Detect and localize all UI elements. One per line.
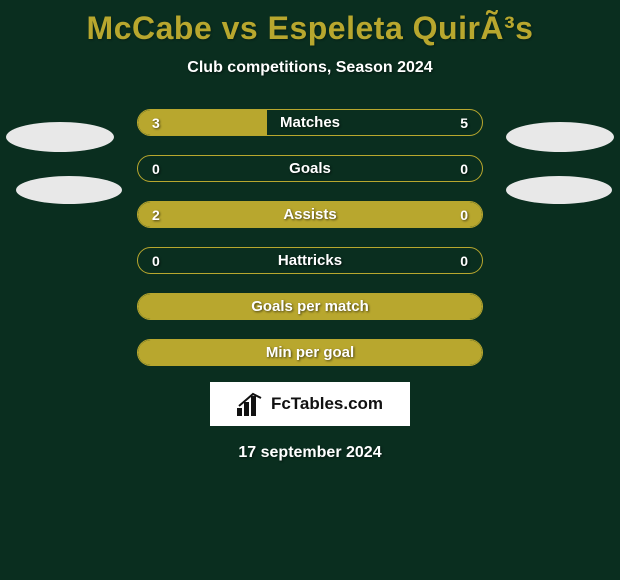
brand-text: FcTables.com — [271, 394, 383, 414]
brand-icon — [237, 392, 265, 416]
stat-right-value: 0 — [448, 161, 468, 177]
stat-row: Min per goal — [137, 339, 483, 366]
stat-left-value: 0 — [152, 253, 172, 269]
stat-row: 3Matches5 — [137, 109, 483, 136]
stat-fill-right — [399, 202, 482, 227]
stat-row: 0Goals0 — [137, 155, 483, 182]
stat-row: 0Hattricks0 — [137, 247, 483, 274]
stat-right-value: 0 — [448, 253, 468, 269]
stat-fill-left — [138, 110, 267, 135]
stat-fill-full — [138, 340, 482, 365]
subtitle: Club competitions, Season 2024 — [0, 59, 620, 77]
stat-label: Goals — [138, 160, 482, 177]
player1-avatar-bottom — [16, 176, 122, 204]
stat-right-value: 5 — [448, 115, 468, 131]
player1-avatar-top — [6, 122, 114, 152]
page-title: McCabe vs Espeleta QuirÃ³s — [0, 0, 620, 47]
stat-row-overlay: 0Goals0 — [138, 156, 482, 181]
stat-left-value: 0 — [152, 161, 172, 177]
player2-avatar-bottom — [506, 176, 612, 204]
stats-container: 3Matches50Goals02Assists00Hattricks0Goal… — [137, 109, 483, 366]
date-label: 17 september 2024 — [0, 444, 620, 462]
stat-fill-left — [138, 202, 399, 227]
brand-logo: FcTables.com — [210, 382, 410, 426]
stat-label: Hattricks — [138, 252, 482, 269]
stat-row: Goals per match — [137, 293, 483, 320]
stat-row-overlay: 0Hattricks0 — [138, 248, 482, 273]
stat-row: 2Assists0 — [137, 201, 483, 228]
stat-fill-full — [138, 294, 482, 319]
player2-avatar-top — [506, 122, 614, 152]
